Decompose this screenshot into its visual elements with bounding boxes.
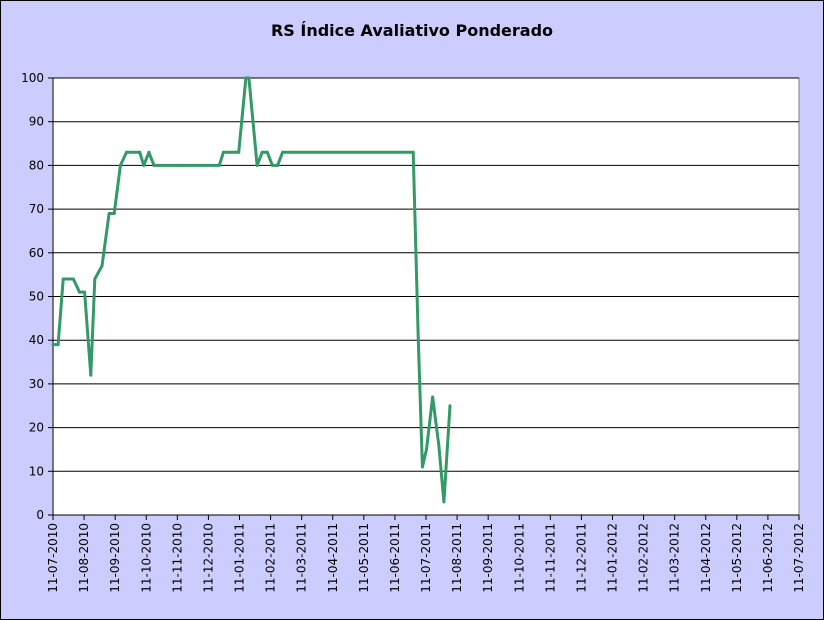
x-tick-label: 11-02-2011 bbox=[264, 523, 278, 593]
y-tick-label: 80 bbox=[29, 158, 44, 172]
x-tick-label: 11-02-2012 bbox=[637, 523, 651, 593]
x-tick-labels: 11-07-2010 11-08-2010 11-09-2010 11-10-2010… bbox=[46, 523, 806, 593]
x-tick-label: 11-09-2010 bbox=[108, 523, 122, 593]
x-tick-label: 11-03-2012 bbox=[668, 523, 682, 593]
y-tick-label: 90 bbox=[29, 115, 44, 129]
x-tick-label: 11-01-2012 bbox=[606, 523, 620, 593]
y-tick-label: 100 bbox=[21, 71, 44, 85]
data-point bbox=[276, 163, 280, 167]
data-point bbox=[260, 150, 264, 154]
x-tick-label: 11-07-2010 bbox=[46, 523, 60, 593]
x-tick-label: 11-11-2011 bbox=[543, 523, 557, 593]
series-layer bbox=[51, 76, 452, 504]
chart-title: RS Índice Avaliativo Ponderado bbox=[270, 21, 554, 40]
y-tick-label: 20 bbox=[29, 421, 44, 435]
x-tick-label: 11-08-2010 bbox=[77, 523, 91, 593]
data-point bbox=[221, 150, 225, 154]
data-point bbox=[437, 443, 441, 447]
data-point bbox=[118, 163, 122, 167]
data-point bbox=[420, 465, 424, 469]
data-point bbox=[100, 264, 104, 268]
data-point bbox=[416, 338, 420, 342]
y-tick-label: 50 bbox=[29, 290, 44, 304]
data-point bbox=[247, 76, 251, 80]
data-point bbox=[255, 163, 259, 167]
data-point bbox=[124, 150, 128, 154]
data-point bbox=[237, 150, 241, 154]
data-point bbox=[89, 373, 93, 377]
axes bbox=[48, 77, 800, 520]
data-point bbox=[152, 163, 156, 167]
x-tick-label: 11-12-2010 bbox=[201, 523, 215, 593]
x-tick-label: 11-05-2011 bbox=[357, 523, 371, 593]
data-point bbox=[265, 150, 269, 154]
data-point bbox=[112, 211, 116, 215]
x-tick-label: 11-07-2012 bbox=[792, 523, 806, 593]
x-tick-label: 11-06-2011 bbox=[388, 523, 402, 593]
x-tick-label: 11-04-2012 bbox=[699, 523, 713, 593]
x-tick-label: 11-05-2012 bbox=[730, 523, 744, 593]
x-tick-label: 11-09-2011 bbox=[481, 523, 495, 593]
y-tick-labels: 0 10 20 30 40 50 60 70 80 90 100 bbox=[21, 71, 44, 522]
data-point bbox=[425, 447, 429, 451]
data-point bbox=[244, 76, 248, 80]
y-tick-label: 60 bbox=[29, 246, 44, 260]
data-point bbox=[270, 163, 274, 167]
y-tick-label: 70 bbox=[29, 202, 44, 216]
y-tick-label: 10 bbox=[29, 464, 44, 478]
data-point bbox=[177, 163, 181, 167]
data-point bbox=[93, 277, 97, 281]
y-tick-label: 30 bbox=[29, 377, 44, 391]
data-point bbox=[281, 150, 285, 154]
data-point bbox=[142, 163, 146, 167]
data-point bbox=[78, 290, 82, 294]
data-point bbox=[83, 290, 87, 294]
data-point bbox=[56, 343, 60, 347]
x-tick-label: 11-11-2010 bbox=[170, 523, 184, 593]
x-tick-label: 11-03-2011 bbox=[295, 523, 309, 593]
y-tick-label: 40 bbox=[29, 333, 44, 347]
data-point bbox=[107, 211, 111, 215]
x-tick-label: 11-10-2011 bbox=[512, 523, 526, 593]
data-point bbox=[138, 150, 142, 154]
data-point bbox=[448, 404, 452, 408]
x-tick-label: 11-04-2011 bbox=[326, 523, 340, 593]
x-tick-label: 11-07-2011 bbox=[419, 523, 433, 593]
x-tick-label: 11-12-2011 bbox=[574, 523, 588, 593]
data-point bbox=[431, 395, 435, 399]
x-tick-label: 11-01-2011 bbox=[233, 523, 247, 593]
data-point bbox=[71, 277, 75, 281]
data-point bbox=[217, 163, 221, 167]
data-point bbox=[61, 277, 65, 281]
data-point bbox=[51, 343, 55, 347]
data-point bbox=[442, 500, 446, 504]
x-tick-label: 11-08-2011 bbox=[450, 523, 464, 593]
y-tick-label: 0 bbox=[36, 508, 44, 522]
data-point bbox=[147, 150, 151, 154]
x-tick-label: 11-06-2012 bbox=[761, 523, 775, 593]
x-tick-label: 11-10-2010 bbox=[139, 523, 153, 593]
data-point bbox=[411, 150, 415, 154]
